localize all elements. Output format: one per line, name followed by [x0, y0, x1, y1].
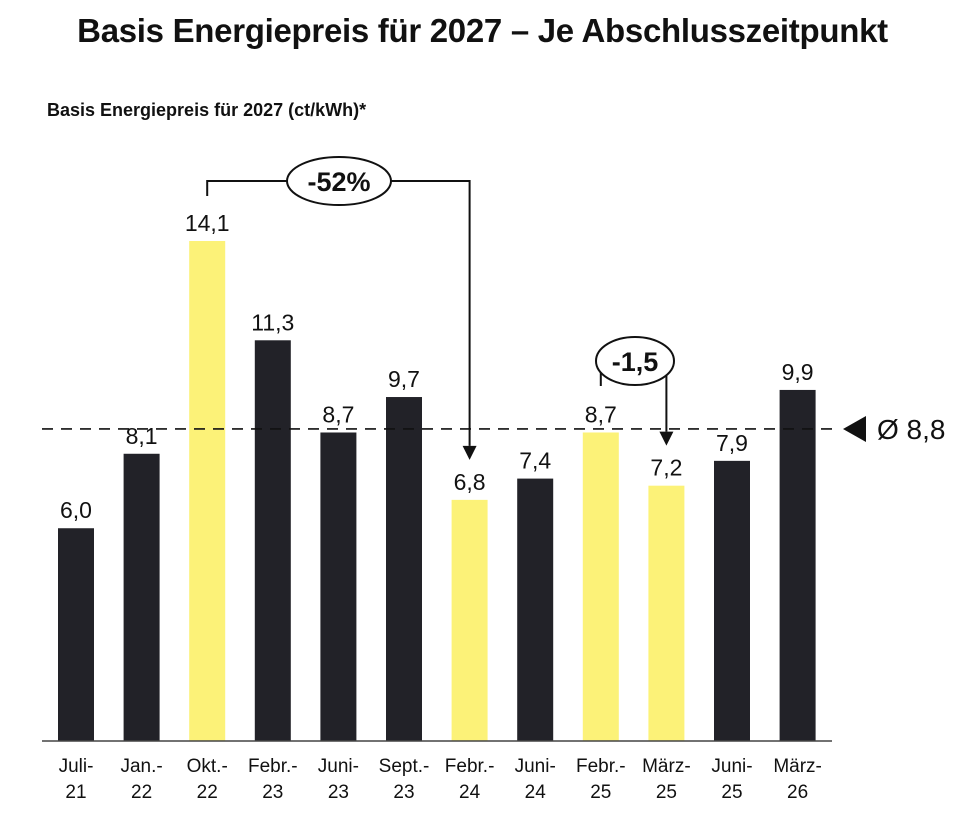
- chart-subtitle: Basis Energiepreis für 2027 (ct/kWh)*: [47, 100, 367, 120]
- x-tick-label: Febr.-: [445, 756, 495, 777]
- x-tick-label: Juli-: [59, 756, 94, 777]
- annotations-group: -52% -1,5: [206, 156, 675, 460]
- value-label: 9,9: [782, 359, 814, 385]
- x-tick-label: Jan.-: [120, 756, 162, 777]
- arrow-down-icon: [659, 431, 674, 446]
- bar-Febr.-23: [254, 340, 291, 741]
- x-tick-labels-group: Juli- 21 Jan.- 22 Okt.- 22 Febr.- 23 Juni- 23 Sept…: [59, 756, 822, 803]
- x-tick-label: 24: [459, 782, 481, 803]
- x-tick-label: 23: [393, 782, 414, 803]
- callout-text: -52%: [307, 167, 370, 197]
- x-tick-label: 23: [262, 782, 283, 803]
- value-label: 6,8: [454, 469, 486, 495]
- bar-Sept.-23: [386, 397, 422, 741]
- value-label: 8,7: [585, 401, 617, 427]
- bar-Febr.-24: [451, 499, 488, 741]
- value-label: 9,7: [388, 366, 420, 392]
- bar-März-26: [779, 389, 816, 741]
- x-tick-label: Febr.-: [576, 756, 626, 777]
- x-tick-label: Juni-: [515, 756, 556, 777]
- average-marker-icon: [843, 415, 866, 442]
- average-label: Ø 8,8: [877, 414, 945, 445]
- x-tick-label: Sept.-: [379, 756, 430, 777]
- callout-oval: [595, 336, 675, 386]
- chart-title: Basis Energiepreis für 2027 – Je Abschlu…: [77, 12, 888, 49]
- bar-Juli-21: [58, 528, 94, 741]
- bar-Febr.-25: [582, 432, 619, 741]
- x-tick-label: 25: [656, 782, 677, 803]
- value-label: 8,1: [126, 423, 158, 449]
- bar-Okt.-22: [189, 241, 226, 741]
- x-tick-label: 25: [721, 782, 742, 803]
- arrow-down-icon: [462, 445, 477, 460]
- x-tick-label: Juni-: [318, 756, 359, 777]
- x-tick-label: 22: [131, 782, 152, 803]
- callout-oval: [286, 156, 392, 206]
- value-label: 8,7: [322, 401, 354, 427]
- value-label: 11,3: [251, 309, 294, 335]
- bar-März-25: [648, 485, 685, 741]
- x-tick-label: März-: [642, 756, 691, 777]
- x-tick-label: 25: [590, 782, 611, 803]
- value-label: 6,0: [60, 497, 92, 523]
- bars-group: [58, 241, 816, 741]
- x-tick-label: März-: [773, 756, 822, 777]
- bar-Juni-25: [714, 460, 750, 741]
- callout-text: -1,5: [612, 347, 659, 377]
- x-tick-label: 23: [328, 782, 349, 803]
- bar-Jan.-22: [123, 453, 160, 741]
- x-tick-label: Okt.-: [187, 756, 228, 777]
- x-tick-label: 24: [525, 782, 547, 803]
- value-label: 7,9: [716, 430, 748, 456]
- value-label: 7,4: [519, 448, 551, 474]
- x-tick-label: Juni-: [711, 756, 752, 777]
- value-label: 7,2: [650, 455, 682, 481]
- x-tick-label: 26: [787, 782, 808, 803]
- x-tick-label: Febr.-: [248, 756, 298, 777]
- value-labels-group: 6,0 8,1 14,1 11,3 8,7 9,7 6,8 7,4 8,7 7,2 7,9 9,9: [60, 210, 814, 523]
- value-label: 14,1: [185, 210, 230, 236]
- bar-Juni-24: [517, 478, 554, 741]
- bar-Juni-23: [320, 432, 357, 741]
- x-tick-label: 22: [197, 782, 218, 803]
- x-tick-label: 21: [65, 782, 86, 803]
